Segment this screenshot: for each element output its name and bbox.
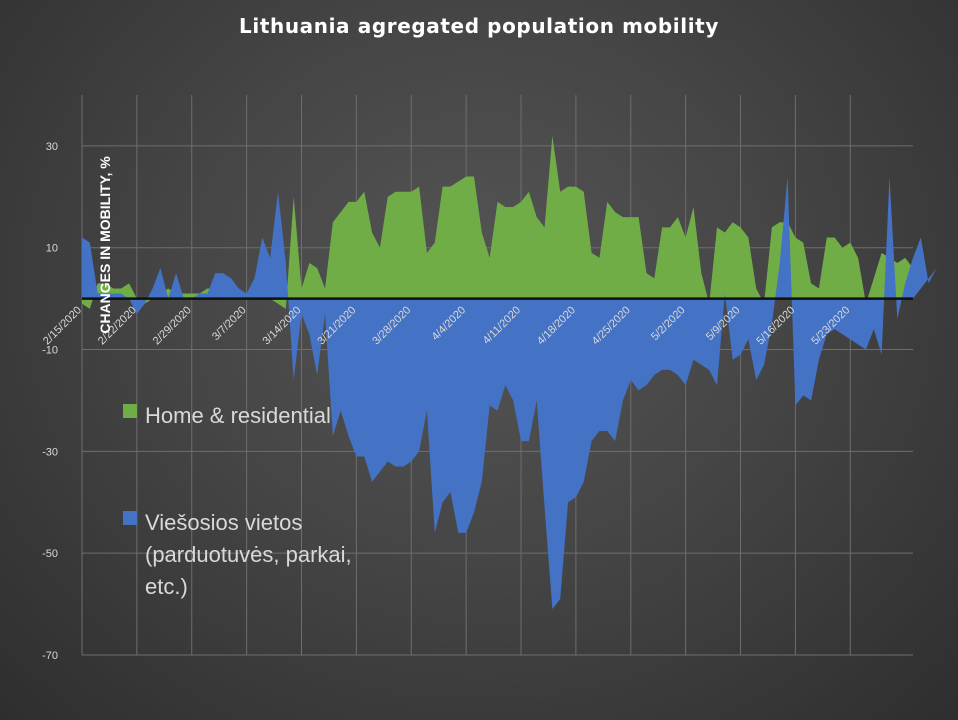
x-tick-label: 2/15/2020: [41, 304, 84, 347]
legend-label-0: Home & residential: [145, 403, 331, 428]
x-tick-label: 3/7/2020: [210, 304, 249, 343]
legend-label-1: Viešosios vietos: [145, 510, 302, 535]
y-axis-ticks: 30 10 -10 -30 -50 -70: [42, 141, 58, 662]
y-tick-label: -50: [42, 548, 58, 560]
series-areas: [82, 135, 937, 610]
chart-title: Lithuania agregated population mobility: [239, 14, 719, 38]
legend-swatch-0: [123, 404, 137, 418]
y-tick-label: -30: [42, 446, 58, 458]
y-tick-label: -70: [42, 650, 58, 662]
y-tick-label: 30: [46, 141, 58, 153]
x-tick-label: 2/29/2020: [151, 304, 194, 347]
series-area-1: [82, 176, 937, 610]
legend-label-1: etc.): [145, 574, 188, 599]
legend-label-1: (parduotuvės, parkai,: [145, 542, 352, 567]
y-tick-label: 10: [46, 243, 58, 255]
y-tick-label: -10: [42, 345, 58, 357]
series-area-0: [82, 135, 913, 309]
legend-swatch-1: [123, 511, 137, 525]
y-axis-label: CHANGES IN MOBILITY, %: [97, 156, 113, 334]
legend: Home & residential Viešosios vietos (pardu…: [123, 403, 352, 599]
